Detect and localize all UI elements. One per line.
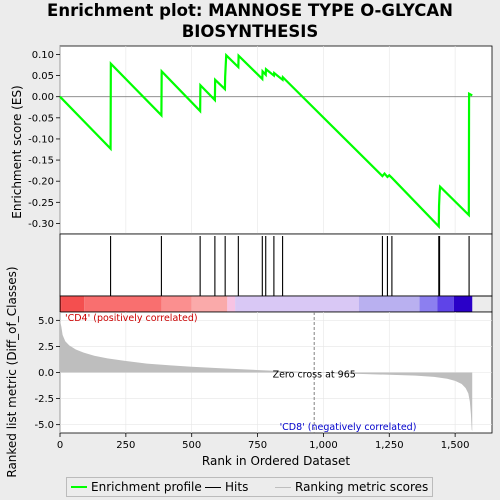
negative-class-label: 'CD8' (negatively correlated) <box>280 422 417 433</box>
legend-label: Enrichment profile <box>91 480 202 494</box>
x-tick-label: 250 <box>116 440 135 451</box>
es-y-tick-label: -0.20 <box>28 177 54 188</box>
x-tick-label: 0 <box>57 440 63 451</box>
zero-cross-label: Zero cross at 965 <box>273 370 356 381</box>
legend-swatch-gray-line <box>275 486 291 488</box>
legend-swatch-black-line <box>205 486 221 488</box>
x-tick-label: 750 <box>248 440 267 451</box>
x-tick-label: 1,000 <box>309 440 338 451</box>
x-tick-label: 1,500 <box>441 440 470 451</box>
metric-y-axis-label: Ranked list metric (Diff_of_Classes) <box>5 266 19 477</box>
es-y-axis-label: Enrichment score (ES) <box>10 85 24 218</box>
metric-y-tick-label: -5.0 <box>34 420 54 431</box>
es-y-tick-label: -0.25 <box>28 198 54 209</box>
legend-swatch-green-line <box>71 486 87 488</box>
chart-title-line-1: Enrichment plot: MANNOSE TYPE O-GLYCAN <box>47 1 453 20</box>
metric-y-tick-label: 0.0 <box>38 368 54 379</box>
metric-y-tick-label: 2.5 <box>38 342 54 353</box>
color-bar-segment <box>161 296 192 312</box>
color-bar-segment <box>358 296 420 312</box>
color-bar-segment <box>84 296 162 312</box>
color-bar-segment <box>227 296 236 312</box>
es-panel-frame <box>59 45 493 235</box>
hits-panel-frame <box>59 233 493 297</box>
es-y-tick-label: 0.00 <box>32 92 54 103</box>
color-bar-segment <box>61 296 85 312</box>
x-tick-label: 1,250 <box>375 440 404 451</box>
x-tick-label: 500 <box>182 440 201 451</box>
color-bar-segment <box>60 296 62 312</box>
enrichment-profile-line <box>59 52 473 230</box>
es-y-tick-label: -0.05 <box>28 113 54 124</box>
color-bar-segment <box>235 296 359 312</box>
color-bar-segment <box>191 296 228 312</box>
es-y-tick-label: -0.10 <box>28 134 54 145</box>
metric-y-tick-label: 5.0 <box>38 316 54 327</box>
positive-class-label: 'CD4' (positively correlated) <box>65 313 198 324</box>
es-y-tick-label: -0.30 <box>28 219 54 230</box>
metric-y-tick-label: -2.5 <box>34 394 54 405</box>
chart-title-line-2: BIOSYNTHESIS <box>181 22 319 41</box>
legend-item-ranking-metric: Ranking metric scores <box>275 478 428 496</box>
color-bar-segment <box>419 296 438 312</box>
chart-title: Enrichment plot: MANNOSE TYPE O-GLYCAN B… <box>0 0 500 42</box>
legend: Enrichment profile Hits Ranking metric s… <box>66 477 433 497</box>
legend-label: Hits <box>225 480 249 494</box>
color-bar-segment <box>437 296 454 312</box>
legend-item-hits: Hits <box>205 478 248 496</box>
x-axis-label: Rank in Ordered Dataset <box>202 454 350 468</box>
legend-item-enrichment-profile: Enrichment profile <box>71 478 202 496</box>
es-y-tick-label: 0.05 <box>32 71 54 82</box>
color-bar-segment <box>453 296 473 312</box>
es-y-tick-label: 0.10 <box>32 50 54 61</box>
es-y-tick-label: -0.15 <box>28 156 54 167</box>
legend-label: Ranking metric scores <box>295 480 429 494</box>
